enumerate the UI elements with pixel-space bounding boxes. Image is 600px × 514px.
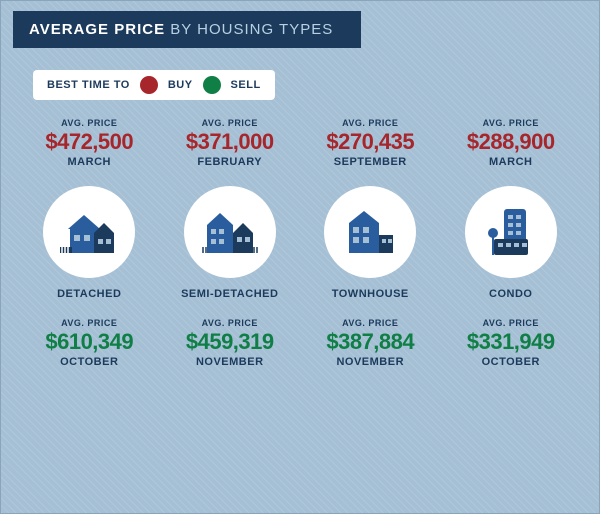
townhouse-icon [324,186,416,278]
icon-card-condo: CONDO [445,186,578,300]
avg-label: AVG. PRICE [23,318,156,328]
icon-row: DETACHED [1,168,599,300]
buy-price: $371,000 [164,130,297,153]
icon-card-detached: DETACHED [23,186,156,300]
buy-price: $288,900 [445,130,578,153]
type-label: TOWNHOUSE [304,288,437,300]
infographic-container: AVERAGE PRICE BY HOUSING TYPES BEST TIME… [0,0,600,514]
buy-month: FEBRUARY [164,156,297,168]
sell-price: $459,319 [164,330,297,353]
type-label: CONDO [445,288,578,300]
legend-sell-dot [203,76,221,94]
sell-month: OCTOBER [23,356,156,368]
sell-price: $387,884 [304,330,437,353]
icon-card-semi: SEMI-DETACHED [164,186,297,300]
sell-card-condo: AVG. PRICE $331,949 OCTOBER [445,318,578,368]
sell-price: $331,949 [445,330,578,353]
avg-label: AVG. PRICE [304,118,437,128]
sell-card-townhouse: AVG. PRICE $387,884 NOVEMBER [304,318,437,368]
sell-month: OCTOBER [445,356,578,368]
buy-card-condo: AVG. PRICE $288,900 MARCH [445,118,578,168]
avg-label: AVG. PRICE [304,318,437,328]
buy-card-semi: AVG. PRICE $371,000 FEBRUARY [164,118,297,168]
avg-label: AVG. PRICE [445,318,578,328]
sell-card-detached: AVG. PRICE $610,349 OCTOBER [23,318,156,368]
title-light: BY HOUSING TYPES [170,21,333,38]
buy-price-row: AVG. PRICE $472,500 MARCH AVG. PRICE $37… [1,100,599,168]
buy-month: SEPTEMBER [304,156,437,168]
icon-card-townhouse: TOWNHOUSE [304,186,437,300]
type-label: SEMI-DETACHED [164,288,297,300]
buy-card-detached: AVG. PRICE $472,500 MARCH [23,118,156,168]
legend: BEST TIME TO BUY SELL [33,70,275,100]
title-strong: AVERAGE PRICE [29,21,165,38]
buy-month: MARCH [445,156,578,168]
buy-price: $270,435 [304,130,437,153]
detached-house-icon [43,186,135,278]
sell-month: NOVEMBER [164,356,297,368]
buy-price: $472,500 [23,130,156,153]
sell-card-semi: AVG. PRICE $459,319 NOVEMBER [164,318,297,368]
sell-price-row: AVG. PRICE $610,349 OCTOBER AVG. PRICE $… [1,300,599,368]
avg-label: AVG. PRICE [164,118,297,128]
legend-prefix: BEST TIME TO [47,79,130,91]
legend-buy-dot [140,76,158,94]
legend-buy-label: BUY [168,79,193,91]
avg-label: AVG. PRICE [23,118,156,128]
buy-month: MARCH [23,156,156,168]
avg-label: AVG. PRICE [164,318,297,328]
condo-building-icon [465,186,557,278]
legend-sell-label: SELL [231,79,261,91]
avg-label: AVG. PRICE [445,118,578,128]
type-label: DETACHED [23,288,156,300]
sell-price: $610,349 [23,330,156,353]
title-bar: AVERAGE PRICE BY HOUSING TYPES [13,11,361,48]
semi-detached-house-icon [184,186,276,278]
buy-card-townhouse: AVG. PRICE $270,435 SEPTEMBER [304,118,437,168]
sell-month: NOVEMBER [304,356,437,368]
